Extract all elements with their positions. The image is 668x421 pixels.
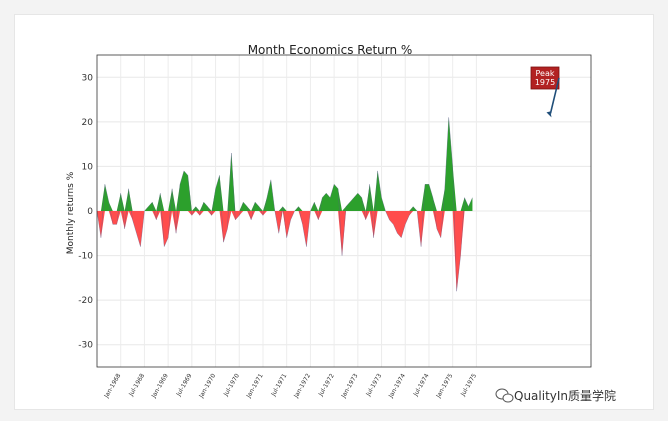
x-tick-label: Jan-1973 — [340, 372, 360, 400]
y-ticks: 30 20 10 0 -10 -20 -30 — [78, 73, 93, 350]
series-areas — [96, 117, 473, 292]
x-tick-label: Jul-1974 — [412, 372, 431, 398]
returns-chart: Month Economics Return % 30 20 10 0 -10 -20 -3… — [66, 43, 592, 400]
plot-frame — [96, 54, 592, 368]
x-tick-label: Jul-1972 — [317, 372, 336, 398]
x-ticks: Jan-1968 Jul-1968 Jan-1969 Jul-1969 Jan-1970… — [103, 372, 479, 400]
y-tick-label: 0 — [87, 207, 93, 217]
x-tick-label: Jul-1968 — [127, 372, 146, 398]
axes — [96, 54, 592, 368]
x-tick-label: Jan-1970 — [197, 372, 217, 400]
y-tick-label: 20 — [82, 118, 94, 128]
x-tick-label: Jul-1973 — [364, 372, 383, 398]
annotation-text: 1975 — [535, 78, 555, 87]
y-tick-label: 10 — [82, 162, 94, 172]
returns-line — [96, 117, 473, 292]
y-axis-label: Monthly returns % — [66, 171, 76, 254]
x-tick-label: Jul-1971 — [270, 372, 289, 398]
x-tick-label: Jan-1972 — [292, 372, 312, 400]
x-tick-label: Jan-1974 — [387, 372, 407, 400]
annotation-text: Peak — [536, 69, 555, 78]
y-tick-label: -10 — [78, 252, 93, 262]
x-tick-label: Jul-1970 — [222, 372, 241, 398]
annotation-arrowhead — [546, 111, 552, 118]
x-tick-label: Jul-1975 — [459, 372, 478, 398]
annotation-arrow — [549, 77, 560, 114]
y-tick-label: -30 — [78, 341, 93, 351]
x-tick-label: Jul-1969 — [175, 372, 194, 398]
negative-returns-area — [97, 211, 465, 292]
x-tick-label: Jan-1971 — [245, 372, 265, 400]
y-tick-label: -20 — [78, 296, 93, 306]
positive-returns-area — [100, 117, 473, 211]
x-tick-label: Jan-1969 — [150, 372, 170, 400]
x-tick-label: Jan-1975 — [435, 372, 455, 400]
chart-card: Month Economics Return % 30 20 10 0 -10 -20 -3… — [14, 14, 654, 410]
chart-title: Month Economics Return % — [248, 43, 413, 57]
y-tick-label: 30 — [82, 73, 94, 83]
x-tick-label: Jan-1968 — [103, 372, 123, 400]
